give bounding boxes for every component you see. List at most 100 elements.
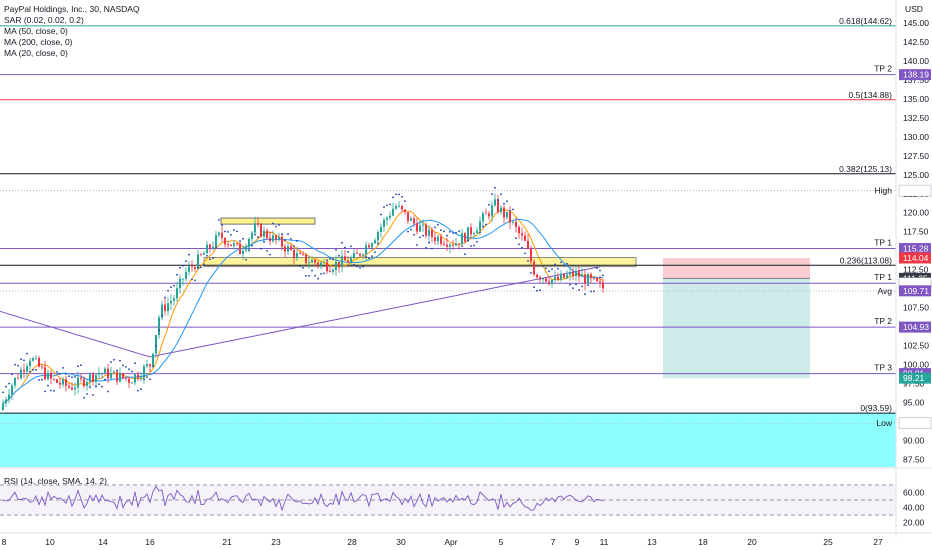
candle-body[interactable] <box>11 385 13 395</box>
candle-body[interactable] <box>203 253 205 255</box>
candle-body[interactable] <box>251 232 253 239</box>
candle-body[interactable] <box>527 240 529 249</box>
candle-body[interactable] <box>179 278 181 289</box>
candle-body[interactable] <box>230 244 232 246</box>
candle-body[interactable] <box>314 259 316 263</box>
candle-body[interactable] <box>71 387 73 390</box>
candle-body[interactable] <box>548 281 550 284</box>
candle-body[interactable] <box>215 235 217 247</box>
candle-body[interactable] <box>62 379 64 385</box>
candle-body[interactable] <box>467 227 469 242</box>
candle-body[interactable] <box>440 236 442 244</box>
candle-body[interactable] <box>353 253 355 258</box>
candle-body[interactable] <box>377 232 379 241</box>
candle-body[interactable] <box>29 360 31 367</box>
candle-body[interactable] <box>587 274 589 284</box>
candle-body[interactable] <box>167 303 169 311</box>
candle-body[interactable] <box>386 217 388 220</box>
candle-body[interactable] <box>95 374 97 382</box>
candle-body[interactable] <box>431 229 433 238</box>
candle-body[interactable] <box>98 373 100 375</box>
candle-body[interactable] <box>404 209 406 213</box>
candle-body[interactable] <box>131 382 133 384</box>
candle-body[interactable] <box>149 364 151 367</box>
candle-body[interactable] <box>284 246 286 252</box>
candle-body[interactable] <box>140 377 142 379</box>
ma20-legend[interactable]: MA (20, close, 0) <box>4 48 68 58</box>
candle-body[interactable] <box>290 246 292 251</box>
candle-body[interactable] <box>413 218 415 224</box>
candle-body[interactable] <box>428 229 430 236</box>
candle-body[interactable] <box>275 235 277 240</box>
candle-body[interactable] <box>374 240 376 244</box>
candle-body[interactable] <box>83 378 85 386</box>
candle-body[interactable] <box>401 205 403 210</box>
candle-body[interactable] <box>602 282 604 289</box>
candle-body[interactable] <box>380 226 382 233</box>
rsi-legend[interactable]: RSI (14, close, SMA, 14, 2) <box>4 476 107 486</box>
candle-body[interactable] <box>272 235 274 242</box>
candle-body[interactable] <box>593 278 595 279</box>
stop-loss-zone[interactable] <box>663 257 810 279</box>
candle-body[interactable] <box>497 199 499 213</box>
candle-body[interactable] <box>461 233 463 245</box>
candle-body[interactable] <box>446 244 448 247</box>
candle-body[interactable] <box>554 276 556 280</box>
candle-body[interactable] <box>227 244 229 246</box>
candle-body[interactable] <box>560 273 562 280</box>
candle-body[interactable] <box>257 223 259 225</box>
candle-body[interactable] <box>101 373 103 374</box>
candle-body[interactable] <box>542 278 544 280</box>
candle-body[interactable] <box>59 382 61 385</box>
candle-body[interactable] <box>599 281 601 283</box>
candle-body[interactable] <box>8 394 10 400</box>
candle-body[interactable] <box>365 245 367 255</box>
candle-body[interactable] <box>296 252 298 259</box>
candle-body[interactable] <box>53 378 55 380</box>
candle-body[interactable] <box>221 232 223 239</box>
candle-body[interactable] <box>329 271 331 272</box>
candle-body[interactable] <box>176 288 178 299</box>
candle-body[interactable] <box>44 367 46 380</box>
candle-body[interactable] <box>332 269 334 272</box>
candle-body[interactable] <box>35 357 37 359</box>
candle-body[interactable] <box>128 378 130 383</box>
candle-body[interactable] <box>110 372 112 379</box>
candle-body[interactable] <box>515 221 517 227</box>
candle-body[interactable] <box>473 233 475 235</box>
candle-body[interactable] <box>173 298 175 301</box>
candle-body[interactable] <box>509 211 511 223</box>
candle-body[interactable] <box>17 377 19 379</box>
candle-body[interactable] <box>26 366 28 372</box>
candle-body[interactable] <box>287 246 289 252</box>
candle-body[interactable] <box>389 215 391 218</box>
candle-body[interactable] <box>104 368 106 374</box>
candle-body[interactable] <box>563 273 565 278</box>
candle-body[interactable] <box>347 260 349 263</box>
candle-body[interactable] <box>470 227 472 235</box>
candle-body[interactable] <box>476 230 478 234</box>
candle-body[interactable] <box>443 243 445 245</box>
candle-body[interactable] <box>506 211 508 218</box>
candle-body[interactable] <box>233 243 235 246</box>
candle-body[interactable] <box>50 372 52 379</box>
candle-body[interactable] <box>191 266 193 268</box>
candle-body[interactable] <box>107 368 109 379</box>
candle-body[interactable] <box>245 247 247 251</box>
candle-body[interactable] <box>434 237 436 242</box>
candle-body[interactable] <box>344 256 346 261</box>
candle-body[interactable] <box>311 259 313 263</box>
candle-body[interactable] <box>425 224 427 236</box>
candle-body[interactable] <box>464 233 466 242</box>
candle-body[interactable] <box>362 254 364 256</box>
candle-body[interactable] <box>281 236 283 247</box>
candle-body[interactable] <box>539 277 541 280</box>
candle-body[interactable] <box>419 225 421 232</box>
candle-body[interactable] <box>47 372 49 380</box>
candle-body[interactable] <box>266 230 268 238</box>
candle-body[interactable] <box>455 243 457 246</box>
sar-legend[interactable]: SAR (0.02, 0.02, 0.2) <box>4 15 84 25</box>
candle-body[interactable] <box>188 266 190 272</box>
candle-body[interactable] <box>248 238 250 248</box>
candle-body[interactable] <box>551 279 553 284</box>
